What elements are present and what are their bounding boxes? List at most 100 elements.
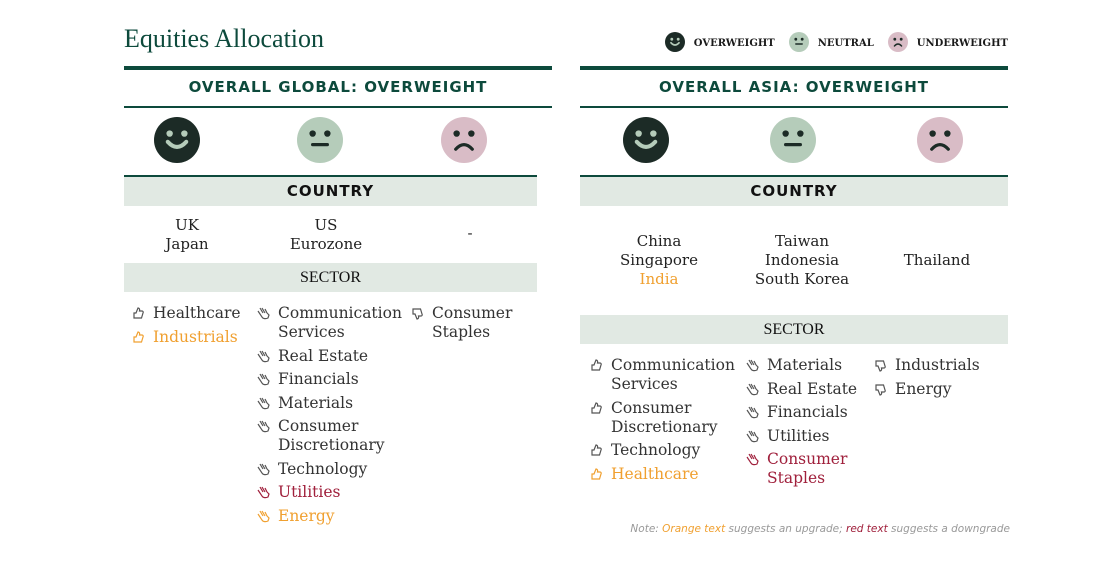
country-column-underweight: Thailand: [862, 251, 1012, 270]
panel-title: OVERALL GLOBAL: OVERWEIGHT: [188, 78, 488, 96]
neutral-face-icon: [297, 117, 343, 167]
country-item: Taiwan: [774, 232, 830, 250]
sector-item: Financials: [746, 403, 866, 422]
divider: [124, 106, 552, 108]
thumbs-down-icon: [412, 308, 423, 320]
hand-icon: [746, 406, 759, 419]
sector-item: Communication Services: [590, 356, 740, 394]
sector-item: Healthcare: [590, 465, 740, 484]
country-item: Indonesia: [764, 251, 840, 269]
hand-icon: [257, 373, 270, 386]
sector-item: Real Estate: [746, 380, 866, 399]
country-column-overweight: UK Japan: [112, 216, 262, 254]
note-mid: suggests an upgrade;: [725, 523, 847, 535]
sector-label: Communication Services: [611, 356, 735, 393]
sector-column-neutral: Communication Services Real Estate Financi…: [257, 304, 407, 530]
sector-label: Materials: [278, 393, 354, 412]
legend-label: NEUTRAL: [817, 38, 874, 49]
underweight-face-icon: [917, 117, 963, 167]
hand-icon: [257, 420, 270, 433]
global-panel: OVERALL GLOBAL: OVERWEIGHT COUNTRY UK Japan…: [124, 66, 552, 526]
country-item: UK: [175, 216, 199, 234]
sector-label: Consumer Staples: [432, 304, 513, 341]
sector-header: SECTOR: [124, 263, 537, 292]
divider: [580, 106, 1008, 108]
country-item: India: [639, 270, 679, 288]
overweight-face-icon: [623, 117, 669, 167]
neutral-face-icon: [788, 32, 818, 55]
sector-label: Consumer Staples: [767, 450, 848, 487]
country-column-neutral: US Eurozone: [251, 216, 401, 254]
sector-item: Technology: [257, 460, 407, 479]
legend-label: OVERWEIGHT: [693, 38, 775, 49]
hand-icon: [746, 453, 759, 466]
sector-label: Financials: [767, 403, 848, 421]
country-header: COUNTRY: [124, 175, 537, 206]
sector-item: Consumer Staples: [746, 450, 866, 488]
thumbs-down-icon: [875, 383, 886, 396]
sector-label: Communication Services: [278, 304, 402, 341]
country-item: Eurozone: [289, 235, 363, 253]
sector-column-underweight: Consumer Staples: [411, 304, 521, 347]
thumbs-up-icon: [591, 401, 602, 414]
sector-item: Energy: [257, 507, 407, 526]
thumbs-up-icon: [133, 330, 144, 343]
sector-label: Energy: [278, 506, 335, 525]
note-prefix: Note:: [630, 523, 663, 535]
hand-icon: [257, 510, 270, 522]
sector-label: Industrials: [895, 356, 980, 374]
note-suffix: suggests a downgrade: [887, 523, 1010, 535]
divider: [580, 66, 1008, 70]
overweight-face-icon: [154, 117, 200, 167]
sector-item: Healthcare: [132, 304, 247, 323]
sector-item: Materials: [746, 356, 866, 375]
thumbs-down-icon: [875, 360, 886, 372]
sector-item: Industrials: [874, 356, 994, 375]
thumbs-up-icon: [591, 359, 602, 371]
sector-label: Financials: [278, 370, 359, 388]
country-item: Thailand: [903, 251, 971, 269]
underweight-face-icon: [887, 32, 917, 55]
legend-label: UNDERWEIGHT: [916, 38, 1008, 49]
sector-label: Industrials: [153, 327, 238, 346]
sector-label: Consumer Discretionary: [611, 398, 718, 436]
legend: OVERWEIGHT NEUTRAL UNDERWEIGHT: [651, 32, 1008, 55]
sector-item: Communication Services: [257, 304, 407, 342]
sector-item: Consumer Discretionary: [590, 399, 740, 437]
sector-item: Utilities: [257, 483, 407, 502]
country-header: COUNTRY: [580, 175, 1008, 206]
hand-icon: [257, 350, 270, 362]
sector-column-underweight: Industrials Energy: [874, 356, 994, 403]
sector-label: Healthcare: [153, 304, 241, 322]
country-column-neutral: Taiwan Indonesia South Korea: [727, 232, 877, 289]
legend-neutral: NEUTRAL: [788, 32, 874, 55]
hand-icon: [257, 397, 270, 409]
sector-label: Utilities: [767, 426, 830, 445]
sector-column-neutral: Materials Real Estate Financials Utilities C…: [746, 356, 866, 493]
country-column-underweight: -: [395, 224, 545, 243]
country-item: Japan: [165, 235, 209, 253]
legend-overweight: OVERWEIGHT: [664, 32, 775, 55]
sector-item: Consumer Staples: [411, 304, 521, 342]
sector-column-overweight: Healthcare Industrials: [132, 304, 247, 351]
hand-icon: [257, 307, 270, 320]
page-title: Equities Allocation: [124, 24, 325, 53]
panel-title: OVERALL ASIA: OVERWEIGHT: [658, 78, 930, 96]
note-orange: Orange text: [662, 523, 726, 535]
thumbs-up-icon: [591, 467, 602, 480]
divider: [124, 66, 552, 70]
note: Note: Orange text suggests an upgrade; r…: [630, 523, 1010, 535]
neutral-face-icon: [770, 117, 816, 167]
note-red: red text: [846, 523, 888, 535]
hand-icon: [257, 463, 270, 475]
sector-label: Real Estate: [278, 346, 369, 365]
asia-panel: OVERALL ASIA: OVERWEIGHT COUNTRY China Sing…: [580, 66, 1008, 526]
sector-label: Materials: [767, 356, 843, 374]
sector-item: Materials: [257, 394, 407, 413]
sector-label: Consumer Discretionary: [278, 417, 385, 454]
country-item: South Korea: [754, 270, 850, 288]
hand-icon: [746, 359, 759, 372]
country-item: China: [636, 232, 682, 250]
sector-label: Technology: [278, 459, 368, 478]
